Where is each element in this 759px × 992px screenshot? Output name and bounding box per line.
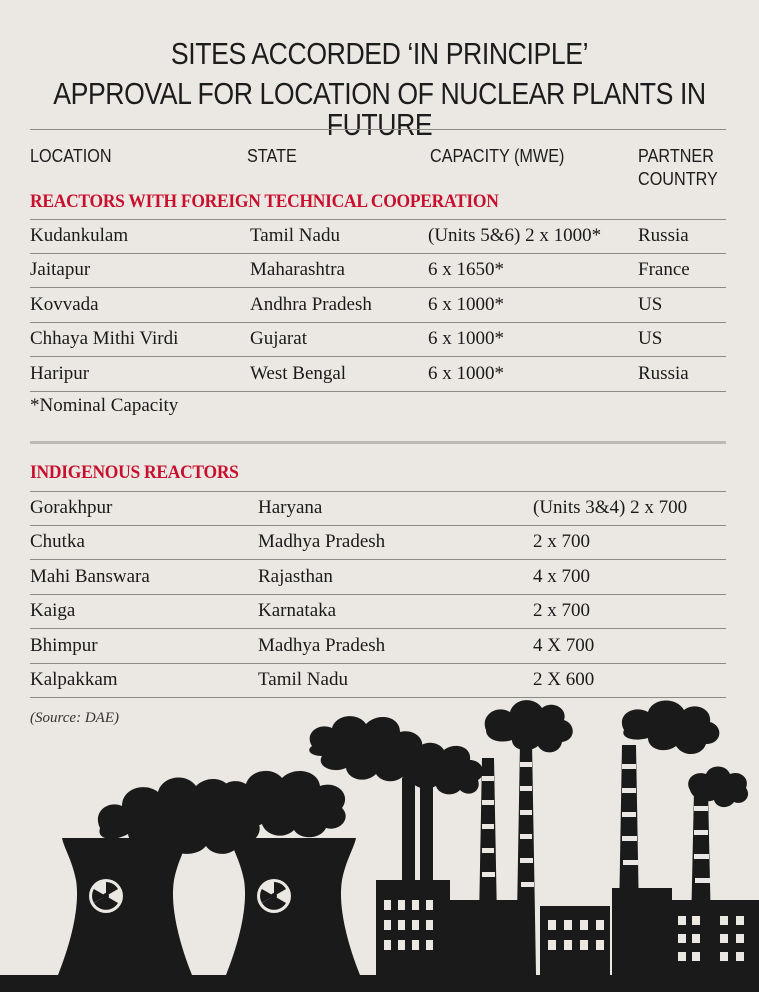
row-divider [30, 662, 726, 664]
title-line-1: SITES ACCORDED ‘IN PRINCIPLE’ [170, 36, 589, 71]
cell-capacity: 2 x 700 [533, 531, 590, 553]
cell-capacity: 6 x 1000* [428, 362, 504, 384]
table-row: Gorakhpur Haryana (Units 3&4) 2 x 700 [0, 491, 759, 526]
cell-partner: US [638, 293, 663, 315]
header-capacity: CAPACITY (MWE) [430, 146, 565, 166]
cell-location: Kudankulam [30, 225, 129, 246]
cell-state: Andhra Pradesh [250, 293, 372, 315]
cell-state: Tamil Nadu [250, 225, 340, 246]
footnote: *Nominal Capacity [30, 395, 179, 416]
table-row: Kudankulam Tamil Nadu (Units 5&6) 2 x 1000… [0, 219, 759, 254]
table-row: Kovvada Andhra Pradesh 6 x 1000* US [0, 288, 759, 323]
section-divider [30, 441, 726, 444]
row-divider [30, 356, 726, 358]
cell-partner: France [638, 259, 690, 281]
cell-location: Kalpakkam [30, 669, 118, 690]
cell-state: Haryana [258, 497, 323, 518]
table-row: Chutka Madhya Pradesh 2 x 700 [0, 525, 759, 561]
cell-capacity: 6 x 1000* [428, 293, 504, 315]
factory-building [448, 900, 528, 975]
row-divider [30, 287, 726, 289]
cell-partner: Russia [638, 225, 689, 246]
header-partner-line1: PARTNER [638, 146, 714, 166]
title-line-2: APPROVAL FOR LOCATION OF NUCLEAR PLANTS … [53, 76, 706, 142]
cell-location: Bhimpur [30, 634, 98, 656]
cooling-tower-icon [226, 838, 360, 975]
divider [30, 219, 726, 220]
cell-state: Karnataka [258, 600, 337, 622]
cell-capacity: 6 x 1650* [428, 259, 504, 281]
row-divider [30, 593, 726, 595]
table-row: Kalpakkam Tamil Nadu 2 X 600 [0, 663, 759, 698]
smoke-cloud-icon [309, 716, 425, 782]
row-divider [30, 390, 726, 392]
cell-partner: US [638, 328, 663, 350]
cell-state: West Bengal [250, 362, 347, 384]
header-partner-line2: COUNTRY [638, 169, 718, 189]
cell-capacity: 4 x 700 [533, 565, 590, 587]
cell-location: Jaitapur [30, 259, 91, 281]
cell-location: Chhaya Mithi Virdi [30, 328, 179, 350]
cell-state: Gujarat [250, 328, 307, 350]
radiation-icon [257, 879, 291, 913]
table-row: Haripur West Bengal 6 x 1000* Russia [0, 357, 759, 392]
nuclear-plant-illustration [0, 700, 759, 992]
cell-capacity: (Units 3&4) 2 x 700 [533, 497, 688, 518]
cell-location: Gorakhpur [30, 497, 113, 518]
table-row: Jaitapur Maharashtra 6 x 1650* France [0, 253, 759, 289]
divider [30, 491, 726, 492]
cooling-tower-icon [58, 838, 192, 975]
divider [30, 129, 726, 130]
cell-capacity: 2 x 700 [533, 600, 590, 622]
cell-state: Rajasthan [258, 565, 333, 587]
cell-state: Tamil Nadu [258, 669, 348, 690]
header-state: STATE [247, 146, 297, 166]
smoke-cloud-icon [97, 777, 260, 854]
header-location: LOCATION [30, 146, 112, 166]
smoke-cloud-icon [397, 742, 484, 795]
cell-capacity: 2 X 600 [533, 669, 595, 690]
table-row: Chhaya Mithi Virdi Gujarat 6 x 1000* US [0, 322, 759, 358]
cell-location: Haripur [30, 362, 90, 384]
cell-location: Kovvada [30, 293, 99, 315]
cell-capacity: (Units 5&6) 2 x 1000* [428, 225, 602, 246]
cell-state: Madhya Pradesh [258, 634, 386, 656]
section-foreign-heading: REACTORS WITH FOREIGN TECHNICAL COOPERAT… [30, 191, 499, 212]
factory-chimney-icon [420, 780, 433, 882]
cell-state: Madhya Pradesh [258, 531, 386, 553]
row-divider [30, 628, 726, 630]
smoke-cloud-icon [484, 700, 573, 753]
table-row: Kaiga Karnataka 2 x 700 [0, 594, 759, 630]
table-row: Bhimpur Madhya Pradesh 4 X 700 [0, 629, 759, 664]
cell-location: Mahi Banswara [30, 565, 150, 587]
radiation-icon [89, 879, 123, 913]
row-divider [30, 253, 726, 254]
cell-capacity: 4 X 700 [533, 634, 595, 656]
smoke-cloud-icon [621, 700, 720, 755]
factory-chimney-icon [402, 778, 415, 882]
ground [0, 975, 759, 992]
section-indigenous-heading: INDIGENOUS REACTORS [30, 462, 239, 483]
row-divider [30, 559, 726, 561]
row-divider [30, 697, 726, 698]
table-row: Mahi Banswara Rajasthan 4 x 700 [0, 560, 759, 595]
smoke-cloud-icon [219, 770, 346, 838]
row-divider [30, 525, 726, 526]
cell-state: Maharashtra [250, 259, 345, 281]
source-note: (Source: DAE) [30, 710, 119, 726]
cell-location: Chutka [30, 531, 85, 553]
cell-partner: Russia [638, 362, 689, 384]
row-divider [30, 321, 726, 323]
cell-capacity: 6 x 1000* [428, 328, 504, 350]
cell-location: Kaiga [30, 600, 76, 622]
header-partner: PARTNER COUNTRY [638, 145, 718, 191]
factory-building [612, 888, 672, 975]
